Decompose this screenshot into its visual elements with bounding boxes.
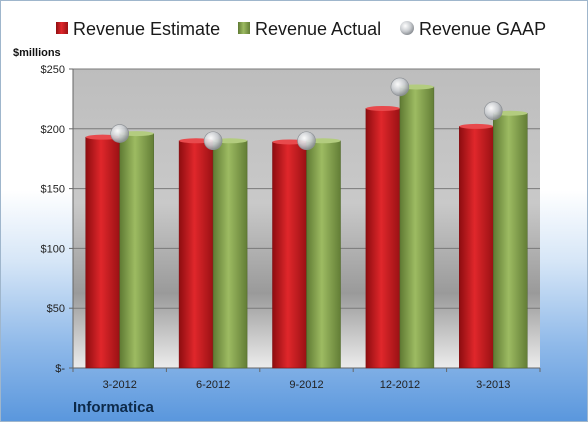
legend-swatch-gaap bbox=[400, 21, 414, 35]
marker-revenue-gaap bbox=[110, 124, 129, 143]
bar-revenue-estimate bbox=[272, 141, 307, 369]
x-tick-label: 9-2012 bbox=[289, 379, 323, 391]
bar-cap-estimate bbox=[459, 123, 494, 129]
bar-revenue-estimate bbox=[459, 126, 494, 369]
bar-revenue-estimate bbox=[85, 136, 120, 369]
legend-label-estimate: Revenue Estimate bbox=[73, 19, 220, 39]
bar-revenue-estimate bbox=[178, 140, 214, 369]
x-axis: 3-2012 6-2012 9-2012 12-2012 3-2013 bbox=[72, 368, 541, 391]
y-tick-label: $50 bbox=[47, 303, 65, 315]
legend-swatch-estimate bbox=[56, 22, 68, 34]
legend-label-gaap: Revenue GAAP bbox=[419, 19, 546, 39]
bar-revenue-actual bbox=[399, 86, 435, 369]
x-tick-label: 6-2012 bbox=[196, 379, 230, 391]
gaap-markers bbox=[110, 77, 503, 151]
unit-label: $millions bbox=[13, 47, 61, 59]
y-tick-label: $100 bbox=[41, 243, 65, 255]
bar-cap-estimate bbox=[365, 105, 400, 111]
x-tick-label: 12-2012 bbox=[380, 379, 420, 391]
company-name: Informatica bbox=[73, 399, 155, 416]
bar-revenue-actual bbox=[212, 140, 248, 369]
marker-revenue-gaap bbox=[297, 131, 316, 151]
bar-revenue-actual bbox=[306, 140, 341, 369]
marker-revenue-gaap bbox=[203, 131, 223, 151]
legend-swatch-actual bbox=[238, 22, 250, 34]
y-axis: $- $50 $100 $150 $200 $250 bbox=[41, 64, 74, 375]
y-tick-label: $200 bbox=[41, 124, 65, 136]
legend: Revenue Estimate Revenue Actual Revenue … bbox=[56, 19, 546, 39]
bar-revenue-actual bbox=[493, 113, 528, 369]
y-tick-label: $150 bbox=[41, 184, 65, 196]
x-tick-label: 3-2012 bbox=[103, 379, 137, 391]
marker-revenue-gaap bbox=[483, 101, 503, 121]
bar-revenue-actual bbox=[119, 133, 154, 369]
legend-label-actual: Revenue Actual bbox=[255, 19, 381, 39]
bar-revenue-estimate bbox=[365, 108, 401, 369]
x-tick-label: 3-2013 bbox=[476, 379, 510, 391]
y-tick-label: $- bbox=[55, 363, 65, 375]
marker-revenue-gaap bbox=[390, 77, 410, 97]
y-tick-label: $250 bbox=[41, 64, 65, 76]
bars bbox=[85, 84, 528, 369]
